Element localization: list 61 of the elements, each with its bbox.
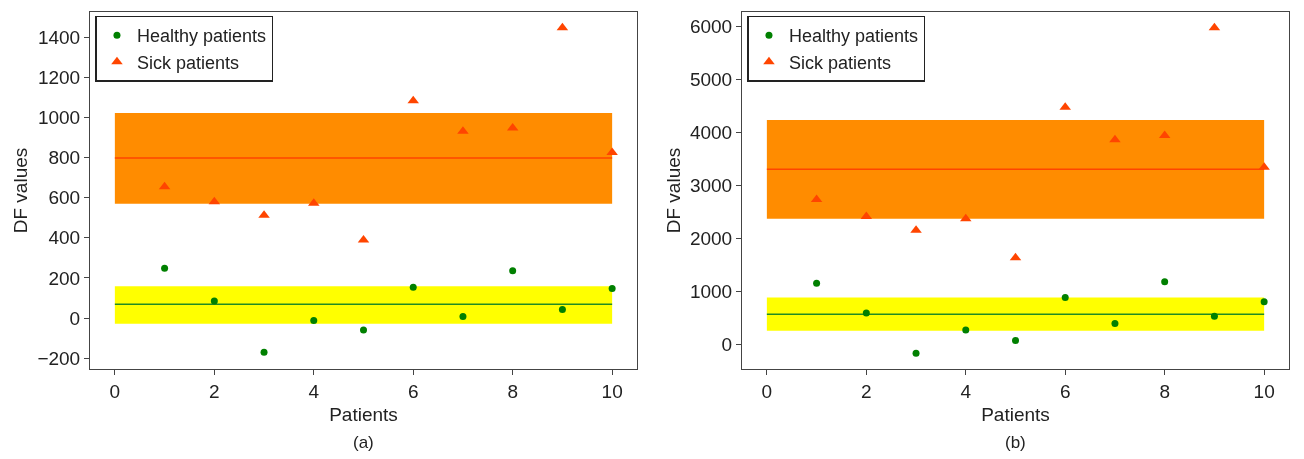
legend-label: Healthy patients — [136, 26, 267, 47]
point — [1109, 134, 1121, 143]
point — [912, 349, 920, 357]
point — [1061, 294, 1069, 302]
y-tick-label: −200 — [37, 347, 81, 369]
point — [813, 279, 821, 287]
y-tick-label: 1000 — [689, 281, 733, 303]
point — [960, 213, 972, 222]
point — [161, 264, 169, 272]
point — [862, 309, 870, 317]
point — [310, 316, 318, 324]
x-tick-label: 6 — [1059, 380, 1071, 402]
x-tick-label: 0 — [109, 380, 121, 402]
y-tick-label: 0 — [69, 307, 81, 329]
legend-label: Sick patients — [136, 52, 240, 73]
point — [509, 267, 517, 275]
y-tick-label: 2000 — [689, 228, 733, 250]
point — [407, 95, 419, 104]
y-axis-title: DF values — [662, 147, 684, 234]
x-tick-label: 8 — [507, 380, 518, 402]
y-tick-label: 200 — [48, 267, 81, 289]
y-tick-label: 1000 — [37, 107, 81, 129]
y-tick-label: 6000 — [689, 16, 733, 38]
point — [558, 305, 566, 313]
x-axis-title: Patients — [329, 403, 398, 425]
point — [409, 283, 417, 291]
y-tick-label: 1200 — [37, 67, 81, 89]
x-tick-label: 2 — [861, 380, 872, 402]
y-axis-title: DF values — [10, 147, 32, 234]
y-tick-label: 1400 — [37, 26, 81, 48]
legend-label: Healthy patients — [788, 26, 919, 47]
point — [210, 297, 218, 305]
y-tick-label: 600 — [48, 187, 81, 209]
y-tick-label: 0 — [721, 334, 733, 356]
x-axis-title: Patients — [981, 403, 1050, 425]
point — [459, 312, 467, 320]
x-tick-label: 10 — [601, 380, 623, 402]
x-tick-label: 10 — [1253, 380, 1275, 402]
y-tick-label: 400 — [48, 227, 81, 249]
point — [1111, 320, 1119, 328]
x-tick-label: 8 — [1159, 380, 1170, 402]
x-tick-label: 4 — [960, 380, 972, 402]
point — [1260, 298, 1268, 306]
legend-label: Sick patients — [788, 52, 892, 73]
point — [1210, 312, 1218, 320]
text: (a) — [353, 433, 374, 452]
point — [360, 326, 367, 334]
point — [1161, 278, 1169, 286]
x-tick-label: 6 — [407, 380, 419, 402]
point — [962, 326, 970, 334]
x-tick-label: 2 — [209, 380, 220, 402]
point — [608, 285, 616, 293]
x-tick-label: 4 — [308, 380, 320, 402]
point — [260, 348, 268, 356]
y-tick-label: 800 — [48, 147, 81, 169]
y-tick-label: 5000 — [689, 69, 733, 91]
x-tick-label: 0 — [761, 380, 773, 402]
point — [1012, 337, 1019, 345]
y-tick-label: 4000 — [689, 122, 733, 144]
text: (b) — [1005, 433, 1026, 452]
y-tick-label: 3000 — [689, 175, 733, 197]
